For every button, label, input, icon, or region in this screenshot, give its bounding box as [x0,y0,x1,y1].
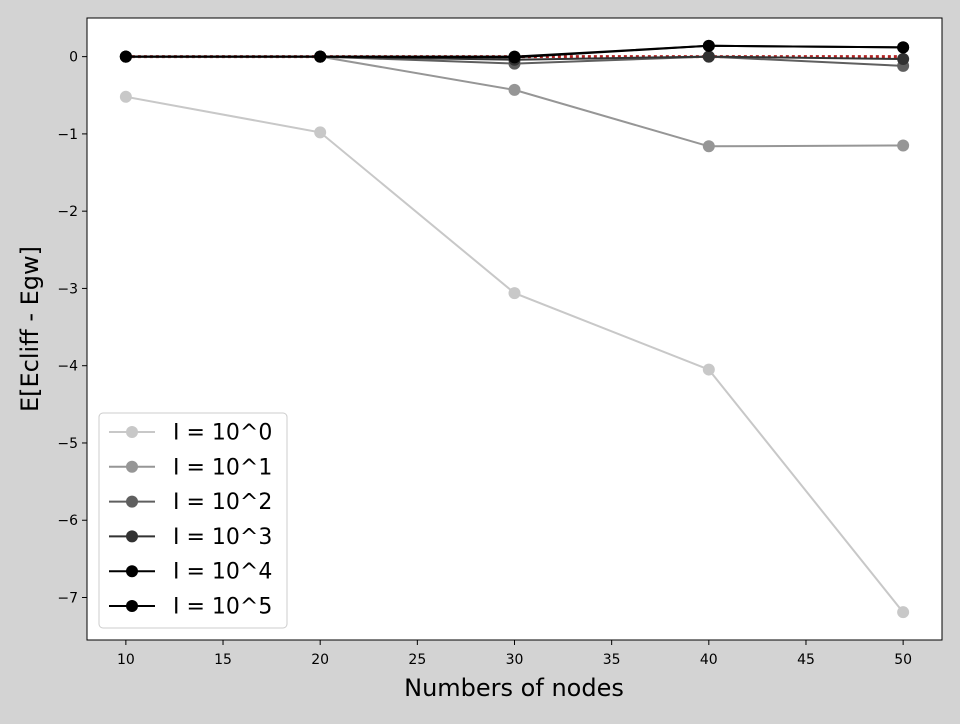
data-point [314,126,327,139]
legend-label: I = 10^2 [173,490,272,515]
data-point [897,606,910,619]
legend-marker [126,426,138,438]
data-point [119,50,132,63]
legend-item: I = 10^5 [109,595,272,620]
y-tick-label: −4 [57,359,78,375]
x-tick-label: 40 [700,652,718,668]
y-tick-label: −6 [57,513,78,529]
legend-label: I = 10^5 [173,595,272,620]
data-point [897,139,910,152]
legend-item: I = 10^1 [109,455,272,480]
x-tick-label: 15 [214,652,232,668]
legend: I = 10^0 I = 10^1 I = 10^2 I = 10^3 I = 10^4… [98,412,288,629]
legend-label: I = 10^0 [173,421,272,446]
data-point [897,52,910,65]
x-axis-label: Numbers of nodes [404,674,624,702]
data-point [119,90,132,103]
series-layer [119,39,910,619]
legend-label: I = 10^1 [173,455,272,480]
x-tick-label: 10 [117,652,135,668]
legend-item: I = 10^0 [109,421,272,446]
y-tick-label: −5 [57,436,78,452]
legend-marker [126,460,138,473]
data-point [314,50,327,63]
data-point [702,363,715,376]
y-tick-label: −1 [57,127,78,143]
data-point [702,50,715,63]
legend-marker [126,495,138,508]
y-axis-label: E[Ecliff - Egw] [16,246,44,412]
data-point [897,41,910,54]
y-tick-label: −3 [57,281,78,297]
data-point [702,39,715,52]
data-point [508,287,521,300]
legend-marker [126,530,138,543]
x-axis: 10 15 20 25 30 35 40 45 50 [117,640,912,668]
legend-label: I = 10^4 [173,560,272,585]
y-tick-label: −7 [57,591,78,607]
data-point [508,83,521,96]
x-tick-label: 25 [408,652,426,668]
x-tick-label: 20 [311,652,329,668]
legend-item: I = 10^3 [109,525,272,550]
y-tick-label: 0 [69,50,78,66]
legend-marker [126,565,138,578]
legend-label: I = 10^3 [173,525,272,550]
x-tick-label: 50 [894,652,912,668]
x-tick-label: 45 [797,652,815,668]
legend-item: I = 10^2 [109,490,272,515]
series-1 [119,90,910,619]
legend-item: I = 10^4 [109,560,272,585]
data-point [508,50,521,63]
data-point [702,140,715,153]
y-axis: 0 −1 −2 −3 −4 −5 −6 −7 [57,50,87,607]
x-tick-label: 35 [603,652,621,668]
series-6 [119,39,910,63]
x-tick-label: 30 [506,652,524,668]
legend-marker [126,600,138,612]
y-tick-label: −2 [57,204,78,220]
